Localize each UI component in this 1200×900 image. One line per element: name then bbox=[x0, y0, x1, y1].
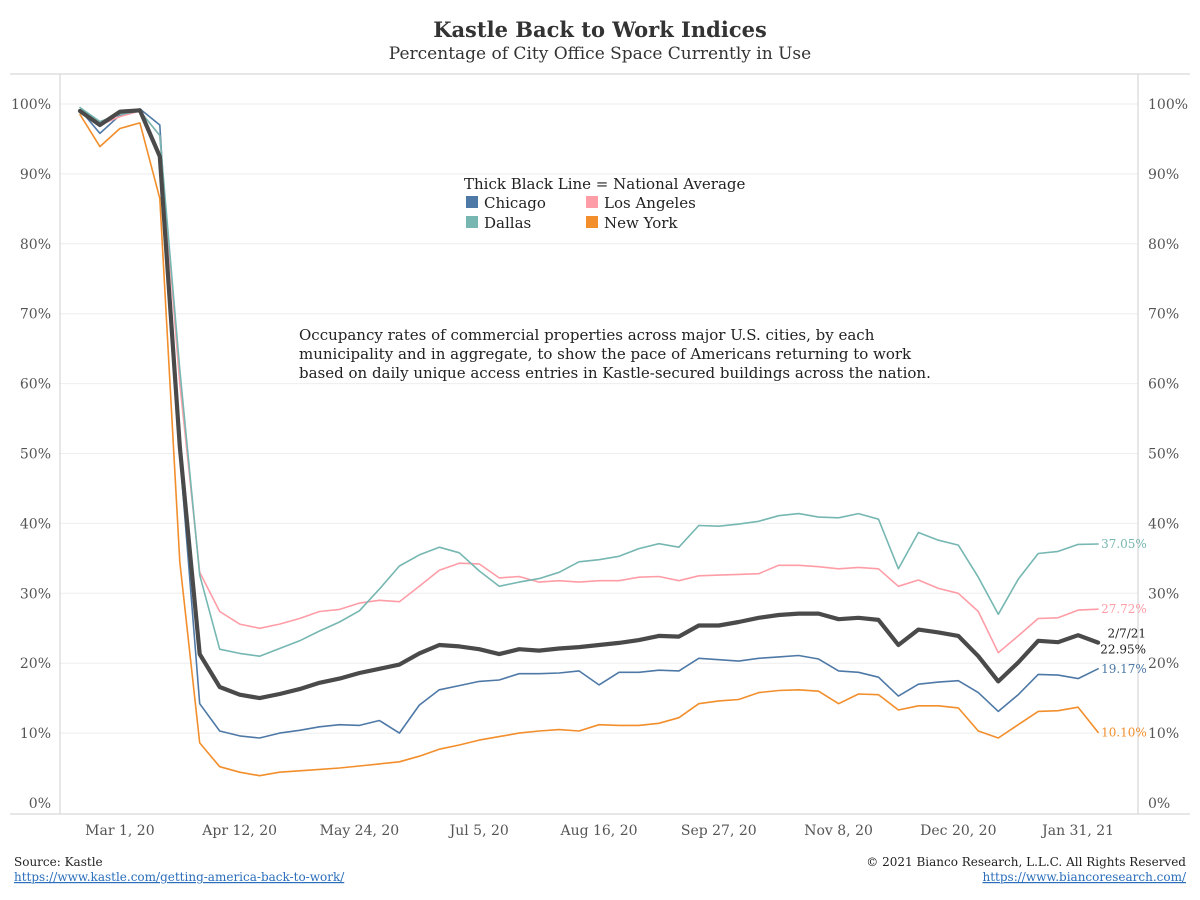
chart-subtitle: Percentage of City Office Space Currentl… bbox=[389, 44, 811, 64]
y-tick-label: 30% bbox=[1148, 586, 1179, 602]
x-tick-label: Jul 5, 20 bbox=[448, 823, 509, 839]
end-date-label: 2/7/21 bbox=[1107, 627, 1146, 641]
legend-label-los-angeles: Los Angeles bbox=[604, 194, 696, 212]
legend-label-new-york: New York bbox=[604, 214, 678, 232]
y-tick-label: 20% bbox=[20, 656, 51, 672]
y-axis-right: 0% 10% 20% 30% 40% 50% 60% 70% 80% 90% 100% bbox=[1148, 97, 1188, 812]
y-tick-label: 40% bbox=[1148, 516, 1179, 532]
y-tick-label: 90% bbox=[20, 167, 51, 183]
x-tick-label: May 24, 20 bbox=[320, 823, 400, 839]
legend-swatch-chicago bbox=[466, 196, 478, 208]
y-tick-label: 100% bbox=[1148, 97, 1188, 113]
annotation-line: Occupancy rates of commercial properties… bbox=[299, 326, 875, 344]
y-tick-label: 20% bbox=[1148, 656, 1179, 672]
y-tick-label: 40% bbox=[20, 516, 51, 532]
y-tick-label: 30% bbox=[20, 586, 51, 602]
end-value-label: 27.72% bbox=[1101, 602, 1147, 616]
x-tick-label: Nov 8, 20 bbox=[804, 823, 873, 839]
legend-swatch-los-angeles bbox=[586, 196, 598, 208]
legend-label-dallas: Dallas bbox=[484, 214, 531, 232]
series-line-national-average bbox=[77, 108, 1101, 701]
y-tick-label: 50% bbox=[20, 447, 51, 463]
legend-swatch-new-york bbox=[586, 216, 598, 228]
legend-label-chicago: Chicago bbox=[484, 194, 546, 212]
series-line-chicago bbox=[79, 108, 1099, 739]
end-value-label: 19.17% bbox=[1101, 662, 1147, 676]
legend-header: Thick Black Line = National Average bbox=[464, 175, 746, 193]
y-tick-label: 80% bbox=[1148, 237, 1179, 253]
legend: Thick Black Line = National Average Chic… bbox=[464, 175, 746, 232]
y-tick-label: 100% bbox=[11, 97, 51, 113]
y-tick-label: 70% bbox=[20, 307, 51, 323]
copyright: © 2021 Bianco Research, L.L.C. All Right… bbox=[866, 855, 1186, 869]
x-tick-label: Sep 27, 20 bbox=[681, 823, 757, 839]
x-tick-label: Apr 12, 20 bbox=[201, 823, 277, 839]
y-tick-label: 50% bbox=[1148, 447, 1179, 463]
x-tick-label: Jan 31, 21 bbox=[1040, 823, 1114, 839]
legend-swatch-dallas bbox=[466, 216, 478, 228]
annotation: Occupancy rates of commercial properties… bbox=[299, 326, 931, 382]
series-layer bbox=[77, 106, 1101, 777]
y-tick-label: 10% bbox=[20, 726, 51, 742]
end-labels: 19.17% 27.72% 37.05% 10.10% 2/7/21 22.95% bbox=[1100, 537, 1147, 739]
y-tick-label: 60% bbox=[1148, 377, 1179, 393]
grid-lines bbox=[60, 103, 1138, 734]
annotation-line: municipality and in aggregate, to show t… bbox=[299, 345, 912, 363]
x-axis: Mar 1, 20 Apr 12, 20 May 24, 20 Jul 5, 20 Au… bbox=[85, 823, 1114, 839]
end-value-label: 22.95% bbox=[1100, 643, 1146, 657]
annotation-line: based on daily unique access entries in … bbox=[299, 364, 931, 382]
series-line-dallas bbox=[79, 106, 1099, 658]
x-tick-label: Dec 20, 20 bbox=[920, 823, 996, 839]
site-link[interactable]: https://www.biancoresearch.com/ bbox=[982, 870, 1186, 884]
series-line-new-york bbox=[79, 113, 1099, 777]
x-tick-label: Aug 16, 20 bbox=[559, 823, 637, 839]
source-link[interactable]: https://www.kastle.com/getting-america-b… bbox=[14, 870, 345, 884]
end-value-label: 37.05% bbox=[1101, 537, 1147, 551]
y-axis-left: 0% 10% 20% 30% 40% 50% 60% 70% 80% 90% 100% bbox=[11, 97, 51, 812]
y-tick-label: 70% bbox=[1148, 307, 1179, 323]
series-line-los-angeles bbox=[79, 110, 1099, 654]
chart-title: Kastle Back to Work Indices bbox=[433, 17, 767, 42]
y-tick-label: 60% bbox=[20, 377, 51, 393]
y-tick-label: 90% bbox=[1148, 167, 1179, 183]
y-tick-label: 10% bbox=[1148, 726, 1179, 742]
y-tick-label: 0% bbox=[29, 796, 51, 812]
end-value-label: 10.10% bbox=[1101, 725, 1147, 739]
y-tick-label: 80% bbox=[20, 237, 51, 253]
y-tick-label: 0% bbox=[1148, 796, 1170, 812]
source-label: Source: Kastle bbox=[14, 855, 103, 869]
x-tick-label: Mar 1, 20 bbox=[85, 823, 154, 839]
